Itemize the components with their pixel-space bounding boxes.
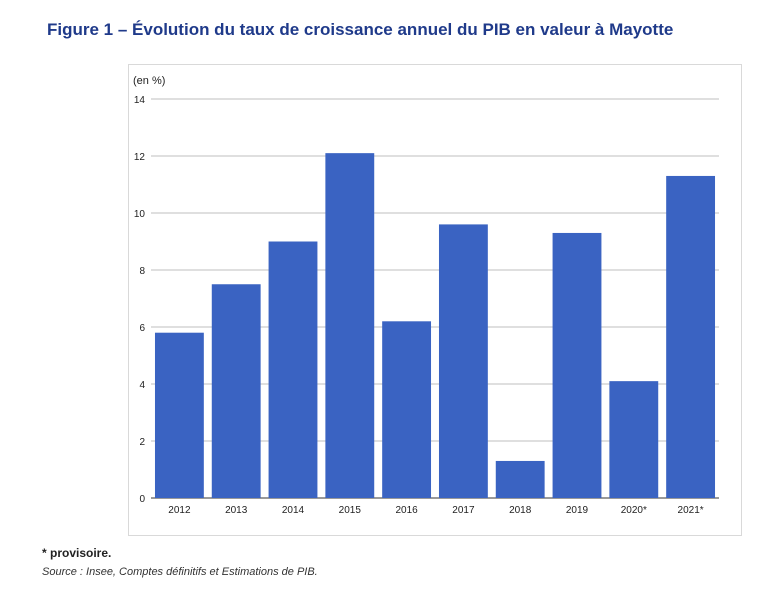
source-note: Source : Insee, Comptes définitifs et Es… [42, 566, 318, 578]
x-tick-label: 2015 [339, 505, 362, 516]
y-tick-label: 14 [134, 95, 146, 106]
bar-2014 [268, 241, 318, 498]
y-tick-label: 12 [134, 152, 146, 163]
figure-title: Figure 1 – Évolution du taux de croissan… [47, 20, 674, 39]
bar-2019 [552, 232, 602, 498]
y-tick-label: 0 [139, 494, 145, 505]
y-tick-label: 2 [139, 437, 145, 448]
bar-2017 [438, 224, 488, 498]
bar-2018 [495, 460, 545, 498]
chart-frame: (en %) 0 2 4 6 8 10 12 14 2012 2013 2014 2015 2016 2… [128, 64, 742, 536]
x-tick-label: 2017 [452, 505, 475, 516]
bar-2015 [325, 153, 375, 498]
y-tick-labels: 0 2 4 6 8 10 12 14 [134, 95, 146, 505]
y-tick-label: 10 [134, 209, 146, 220]
y-tick-label: 4 [139, 380, 145, 391]
y-tick-label: 6 [139, 323, 145, 334]
bar-2016 [382, 321, 432, 498]
x-tick-label: 2020* [621, 505, 647, 516]
x-tick-label: 2019 [566, 505, 589, 516]
x-tick-labels: 2012 2013 2014 2015 2016 2017 2018 2019 2020* 202… [168, 505, 704, 516]
y-tick-label: 8 [139, 266, 145, 277]
y-axis-unit-label: (en %) [133, 75, 165, 87]
x-tick-label: 2021* [678, 505, 704, 516]
bar-2012 [154, 332, 204, 498]
x-tick-label: 2016 [395, 505, 418, 516]
bars [154, 153, 716, 498]
footnote-provisional: * provisoire. [42, 546, 112, 560]
bar-2013 [211, 284, 261, 498]
x-tick-label: 2013 [225, 505, 248, 516]
x-tick-label: 2018 [509, 505, 532, 516]
x-tick-label: 2012 [168, 505, 191, 516]
bar-2021 [666, 175, 716, 498]
x-tick-label: 2014 [282, 505, 305, 516]
bar-2020 [609, 381, 659, 498]
